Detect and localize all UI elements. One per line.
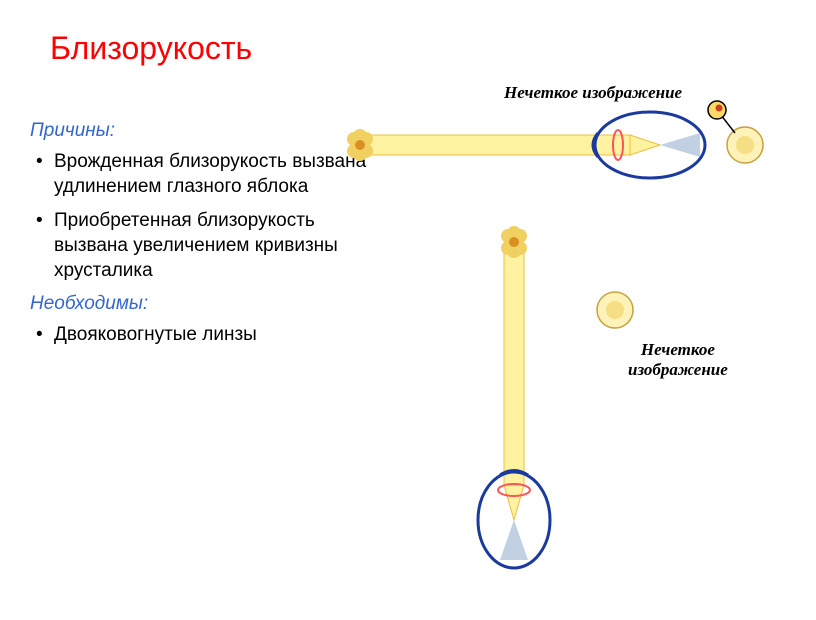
list-item: Врожденная близорукость вызвана удлинени… xyxy=(30,150,370,199)
blurry-image-inner xyxy=(606,301,624,319)
flower-icon xyxy=(501,226,527,258)
diagram-bottom xyxy=(460,220,640,620)
title-text: Близорукость xyxy=(50,30,252,66)
blurry-label-top: Нечеткое изображение xyxy=(504,83,682,103)
blurry-label-bottom-2: изображение xyxy=(628,360,728,379)
light-beam xyxy=(360,135,630,155)
causes-list: Врожденная близорукость вызвана удлинени… xyxy=(30,150,370,283)
blurry-label-bottom: Нечеткое изображение xyxy=(628,340,728,381)
flower-icon xyxy=(347,129,373,161)
ray-converge xyxy=(630,135,660,155)
inner-cone xyxy=(500,520,528,560)
ray-converge xyxy=(504,485,524,520)
inner-cone xyxy=(660,133,700,157)
text-content: Причины: Врожденная близорукость вызвана… xyxy=(30,120,370,358)
magnifier-icon xyxy=(705,98,775,148)
needs-header: Необходимы: xyxy=(30,293,370,315)
list-item: Двояковогнутые линзы xyxy=(30,323,370,348)
causes-header: Причины: xyxy=(30,120,370,142)
page-title: Близорукость xyxy=(50,30,252,67)
list-item: Приобретенная близорукость вызвана увели… xyxy=(30,209,370,283)
needs-list: Двояковогнутые линзы xyxy=(30,323,370,348)
blurry-label-bottom-1: Нечеткое xyxy=(641,340,715,359)
light-beam xyxy=(504,250,524,485)
